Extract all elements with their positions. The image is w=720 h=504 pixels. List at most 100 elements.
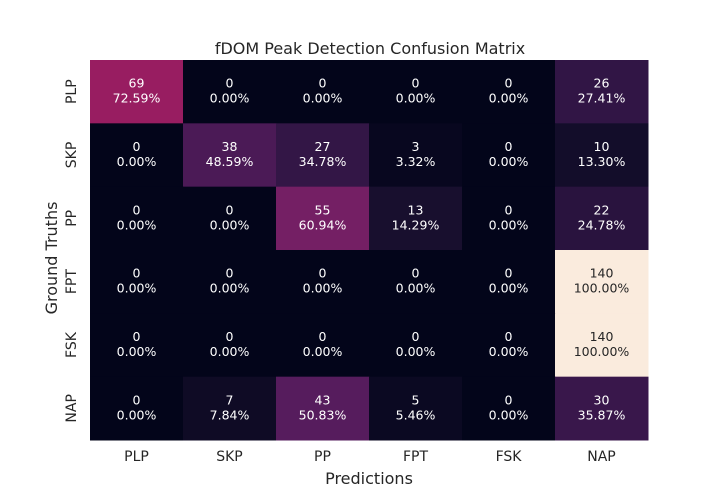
- heatmap-cell-fpt-fsk: [462, 250, 556, 314]
- heatmap-cells: 6972.59%00.00%00.00%00.00%00.00%2627.41%…: [90, 60, 649, 441]
- cell-count-label: 7: [226, 392, 234, 407]
- heatmap-cell-fpt-pp: [276, 250, 370, 314]
- cell-count-label: 0: [505, 139, 513, 154]
- cell-percent-label: 0.00%: [303, 91, 343, 106]
- cell-percent-label: 27.41%: [578, 91, 626, 106]
- cell-percent-label: 0.00%: [489, 91, 529, 106]
- cell-percent-label: 0.00%: [210, 91, 250, 106]
- cell-percent-label: 0.00%: [117, 281, 157, 296]
- heatmap-cell-pp-fsk: [462, 186, 556, 251]
- cell-count-label: 0: [133, 266, 141, 281]
- cell-count-label: 10: [594, 139, 610, 154]
- cell-percent-label: 0.00%: [210, 344, 250, 359]
- heatmap-cell-skp-fsk: [462, 123, 556, 188]
- y-axis-label: Ground Truths: [42, 202, 61, 315]
- cell-percent-label: 0.00%: [396, 344, 436, 359]
- cell-percent-label: 35.87%: [578, 407, 626, 422]
- cell-count-label: 0: [226, 76, 234, 91]
- cell-percent-label: 0.00%: [210, 281, 250, 296]
- cell-count-label: 0: [319, 266, 327, 281]
- x-tick-label-pp: PP: [314, 449, 331, 465]
- cell-count-label: 13: [408, 202, 424, 217]
- heatmap-cell-fsk-skp: [183, 313, 277, 378]
- heatmap-cell-plp-nap: [555, 60, 649, 124]
- cell-count-label: 0: [505, 392, 513, 407]
- x-tick-label-fsk: FSK: [496, 449, 523, 465]
- cell-count-label: 140: [590, 266, 614, 281]
- cell-count-label: 0: [226, 202, 234, 217]
- heatmap-cell-pp-plp: [90, 186, 184, 251]
- heatmap-cell-plp-fpt: [369, 60, 463, 124]
- y-tick-label-fpt: FPT: [64, 269, 80, 294]
- heatmap-cell-fpt-plp: [90, 250, 184, 314]
- cell-count-label: 0: [505, 76, 513, 91]
- cell-count-label: 0: [133, 139, 141, 154]
- cell-percent-label: 0.00%: [489, 217, 529, 232]
- heatmap-cell-pp-nap: [555, 186, 649, 251]
- cell-count-label: 0: [505, 329, 513, 344]
- cell-percent-label: 14.29%: [392, 217, 440, 232]
- heatmap-cell-fpt-nap: [555, 250, 649, 314]
- cell-count-label: 0: [133, 329, 141, 344]
- cell-count-label: 55: [315, 202, 331, 217]
- cell-count-label: 140: [590, 329, 614, 344]
- heatmap-cell-skp-nap: [555, 123, 649, 188]
- cell-percent-label: 50.83%: [299, 407, 347, 422]
- cell-percent-label: 0.00%: [489, 407, 529, 422]
- cell-count-label: 3: [412, 139, 420, 154]
- y-tick-label-nap: NAP: [64, 394, 80, 423]
- cell-count-label: 26: [594, 76, 610, 91]
- heatmap-cell-fsk-plp: [90, 313, 184, 378]
- heatmap-cell-nap-nap: [555, 376, 649, 441]
- x-tick-label-fpt: FPT: [403, 449, 428, 465]
- cell-percent-label: 48.59%: [206, 154, 254, 169]
- cell-percent-label: 3.32%: [396, 154, 436, 169]
- cell-count-label: 5: [412, 392, 420, 407]
- cell-percent-label: 100.00%: [574, 344, 630, 359]
- heatmap-cell-fsk-pp: [276, 313, 370, 378]
- cell-percent-label: 60.94%: [299, 217, 347, 232]
- cell-percent-label: 0.00%: [117, 344, 157, 359]
- x-tick-label-skp: SKP: [216, 449, 243, 465]
- heatmap-cell-nap-fpt: [369, 376, 463, 441]
- cell-count-label: 0: [319, 329, 327, 344]
- y-tick-label-pp: PP: [64, 210, 80, 227]
- heatmap-cell-fsk-fsk: [462, 313, 556, 378]
- heatmap-cell-plp-skp: [183, 60, 277, 124]
- y-tick-label-skp: SKP: [64, 142, 80, 169]
- heatmap-cell-plp-fsk: [462, 60, 556, 124]
- heatmap-cell-pp-pp: [276, 186, 370, 251]
- cell-percent-label: 0.00%: [117, 217, 157, 232]
- cell-percent-label: 100.00%: [574, 281, 630, 296]
- cell-percent-label: 0.00%: [489, 344, 529, 359]
- cell-percent-label: 0.00%: [303, 344, 343, 359]
- cell-count-label: 0: [412, 329, 420, 344]
- cell-count-label: 69: [129, 76, 145, 91]
- cell-count-label: 0: [505, 202, 513, 217]
- cell-percent-label: 0.00%: [303, 281, 343, 296]
- cell-percent-label: 72.59%: [113, 91, 161, 106]
- cell-percent-label: 0.00%: [117, 154, 157, 169]
- cell-count-label: 43: [315, 392, 331, 407]
- heatmap-cell-skp-pp: [276, 123, 370, 188]
- heatmap-cell-fsk-fpt: [369, 313, 463, 378]
- cell-count-label: 0: [226, 329, 234, 344]
- x-tick-labels: PLP SKP PP FPT FSK NAP: [124, 449, 616, 465]
- cell-percent-label: 0.00%: [396, 281, 436, 296]
- cell-percent-label: 24.78%: [578, 217, 626, 232]
- heatmap-cell-pp-skp: [183, 186, 277, 251]
- heatmap-cell-fsk-nap: [555, 313, 649, 378]
- cell-percent-label: 0.00%: [210, 217, 250, 232]
- heatmap-cell-nap-skp: [183, 376, 277, 441]
- x-tick-label-nap: NAP: [587, 449, 616, 465]
- cell-count-label: 27: [315, 139, 331, 154]
- cell-percent-label: 13.30%: [578, 154, 626, 169]
- heatmap-cell-nap-fsk: [462, 376, 556, 441]
- x-tick-label-plp: PLP: [124, 449, 149, 465]
- cell-percent-label: 5.46%: [396, 407, 436, 422]
- cell-percent-label: 34.78%: [299, 154, 347, 169]
- heatmap-cell-fpt-fpt: [369, 250, 463, 314]
- heatmap-cell-plp-plp: [90, 60, 184, 124]
- heatmap-cell-skp-plp: [90, 123, 184, 188]
